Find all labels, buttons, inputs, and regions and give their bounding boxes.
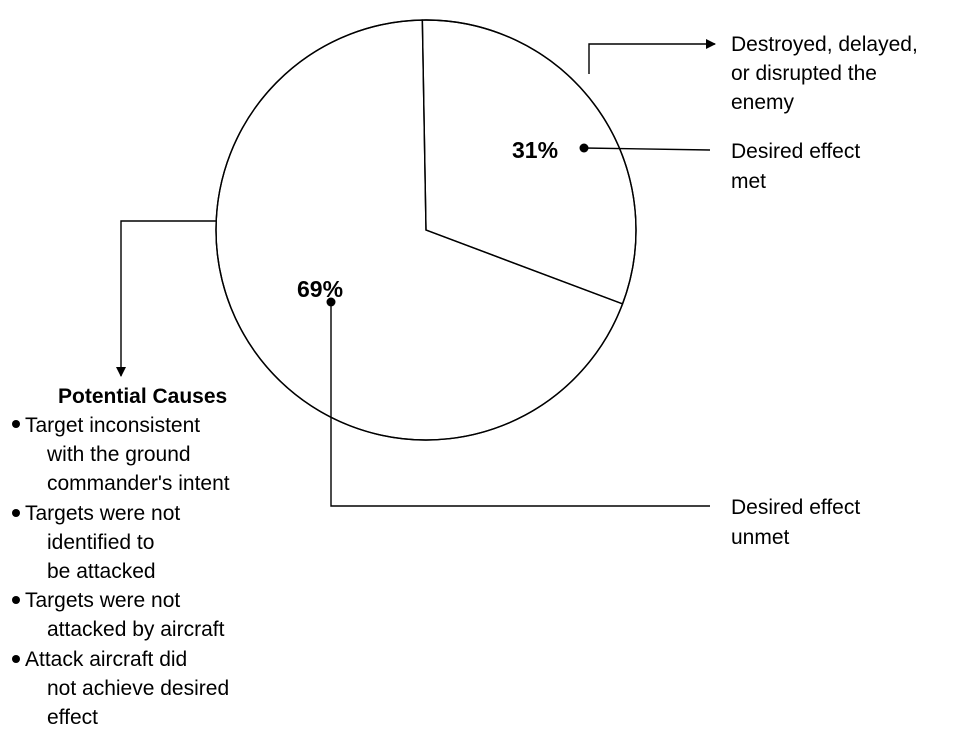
cause-item-4: Attack aircraft did not achieve desired … (25, 648, 235, 729)
cause-item-3: Targets were not attacked by aircraft (25, 589, 225, 641)
slice-label-met: 31% (512, 137, 558, 163)
unmet-leader-line (330, 302, 710, 507)
met-leader-line (583, 147, 711, 151)
unmet-label: Desired effect unmet (731, 496, 866, 549)
cause-bullet (12, 596, 20, 604)
slice-label-unmet: 69% (297, 276, 343, 302)
causes-arrow (116, 220, 216, 377)
cause-item-1: Target inconsistent with the ground comm… (25, 414, 230, 495)
met-label: Desired effect met (731, 140, 866, 193)
pie-slice-met (421, 19, 637, 305)
cause-bullet (12, 420, 20, 428)
pie-slice-unmet (215, 19, 624, 441)
cause-bullet (12, 655, 20, 663)
causes-title: Potential Causes (58, 385, 227, 408)
outcome-label: Destroyed, delayed, or disrupted the ene… (731, 33, 924, 114)
cause-item-2: Targets were not identified to be attack… (25, 502, 186, 583)
outcome-arrow (588, 39, 716, 74)
cause-bullet (12, 509, 20, 517)
